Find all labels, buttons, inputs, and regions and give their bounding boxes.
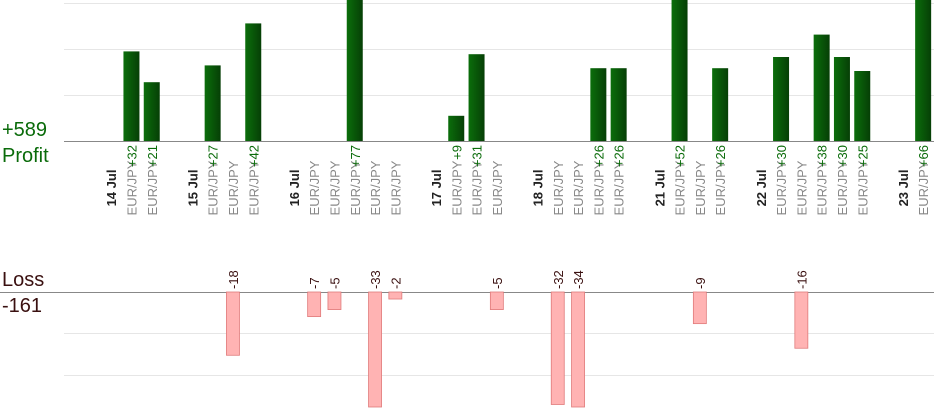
loss-value-label: -5: [490, 277, 505, 289]
profit-label: Profit: [2, 145, 49, 167]
profit-bar: [610, 68, 627, 141]
profit-bar: [204, 65, 221, 141]
profit-bar: [448, 115, 465, 141]
pair-label: EUR/JPY: [693, 160, 708, 215]
pair-label: EUR/JPY: [449, 160, 464, 215]
pair-label: EUR/JPY: [815, 160, 830, 215]
profit-bar: [143, 82, 160, 141]
loss-value-label: -18: [226, 270, 241, 289]
loss-bar: [307, 291, 322, 318]
profit-value-label: +66: [916, 145, 931, 167]
date-label: 17 Jul: [429, 170, 444, 207]
pair-label: EUR/JPY: [246, 160, 261, 215]
date-label: 22 Jul: [754, 170, 769, 207]
pair-label: EUR/JPY: [348, 160, 363, 215]
pair-label: EUR/JPY: [327, 160, 342, 215]
profit-value-label: +31: [470, 145, 485, 167]
pair-label: EUR/JPY: [673, 160, 688, 215]
loss-value-label: -2: [388, 277, 403, 289]
date-label: 21 Jul: [652, 170, 667, 207]
date-label: 14 Jul: [104, 170, 119, 207]
loss-total: -161: [2, 295, 43, 317]
pair-label: EUR/JPY: [490, 160, 505, 215]
date-label: 18 Jul: [530, 170, 545, 207]
profit-bar: [590, 68, 607, 141]
profit-bar: [346, 0, 363, 141]
profit-value-label: +77: [348, 145, 363, 167]
profit-value-label: +30: [835, 145, 850, 167]
loss-bar: [571, 291, 585, 408]
pair-label: EUR/JPY: [855, 160, 870, 215]
loss-value-label: -32: [551, 270, 566, 289]
pair-label: EUR/JPY: [591, 160, 606, 215]
pair-label: EUR/JPY: [124, 160, 139, 215]
loss-bar: [489, 291, 504, 310]
loss-value-label: -7: [307, 277, 322, 289]
profit-value-label: +9: [449, 145, 464, 160]
loss-bar: [368, 291, 382, 408]
profit-bar: [123, 51, 140, 141]
profit-value-label: +52: [673, 145, 688, 167]
pair-label: EUR/JPY: [916, 160, 931, 215]
profit-bar: [468, 54, 485, 142]
loss-bar: [226, 291, 240, 356]
profit-bar: [671, 0, 688, 141]
pair-label: EUR/JPY: [571, 160, 586, 215]
pair-label: EUR/JPY: [551, 160, 566, 215]
profit-bar: [245, 23, 262, 141]
loss-bar: [388, 291, 403, 300]
profit-value-label: +30: [774, 145, 789, 167]
profit-total: +589: [2, 119, 48, 141]
loss-value-label: -34: [571, 270, 586, 289]
loss-bar: [550, 291, 565, 405]
profit-value-label: +26: [612, 145, 627, 167]
profit-value-label: +25: [855, 145, 870, 167]
loss-value-label: -5: [327, 277, 342, 289]
pair-label: EUR/JPY: [388, 160, 403, 215]
loss-bar: [327, 291, 342, 310]
pair-label: EUR/JPY: [774, 160, 789, 215]
pair-label: EUR/JPY: [713, 160, 728, 215]
pair-label: EUR/JPY: [794, 160, 809, 215]
loss-label: Loss: [2, 269, 45, 291]
pair-label: EUR/JPY: [226, 160, 241, 215]
profit-value-label: +42: [246, 145, 261, 167]
profit-bar: [915, 0, 932, 141]
profit-bar: [773, 57, 790, 141]
profit-value-label: +21: [145, 145, 160, 167]
pair-label: EUR/JPY: [307, 160, 322, 215]
date-label: 23 Jul: [896, 170, 911, 207]
loss-value-label: -9: [693, 277, 708, 289]
loss-value-label: -16: [794, 270, 809, 289]
profit-value-label: +38: [815, 145, 830, 167]
loss-bar: [692, 291, 707, 325]
profit-bar: [813, 34, 830, 141]
profit-value-label: +32: [124, 145, 139, 167]
pair-label: EUR/JPY: [835, 160, 850, 215]
profit-value-label: +27: [206, 145, 221, 167]
pair-label: EUR/JPY: [145, 160, 160, 215]
pair-label: EUR/JPY: [470, 160, 485, 215]
pair-label: EUR/JPY: [612, 160, 627, 215]
pair-label: EUR/JPY: [368, 160, 383, 215]
loss-value-label: -33: [368, 270, 383, 289]
profit-value-label: +26: [713, 145, 728, 167]
profit-bar: [712, 68, 729, 141]
loss-bar: [794, 291, 809, 349]
pair-label: EUR/JPY: [206, 160, 221, 215]
profit-value-label: +26: [591, 145, 606, 167]
date-label: 15 Jul: [185, 170, 200, 207]
profit-bar: [833, 57, 850, 141]
profit-bar: [854, 71, 871, 141]
date-label: 16 Jul: [287, 170, 302, 207]
